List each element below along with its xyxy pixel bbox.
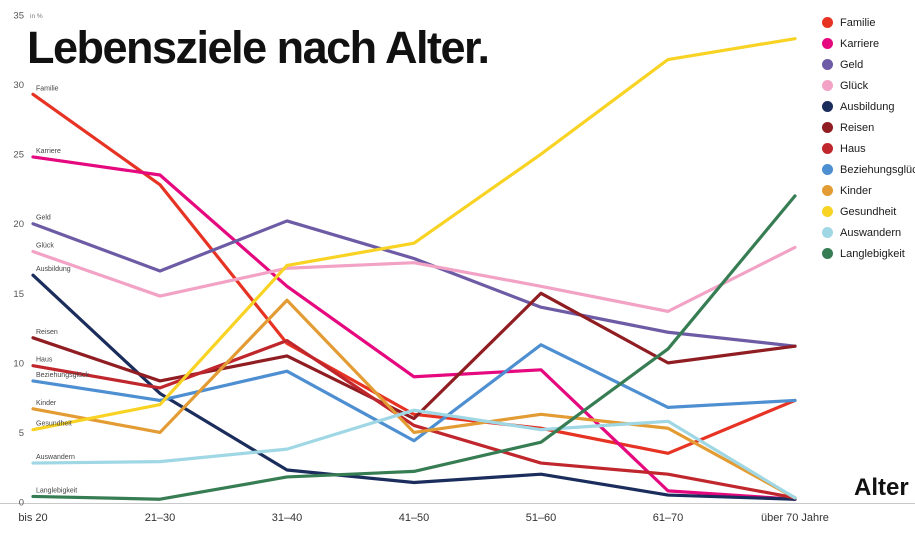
series-line-Beziehungsglück	[31, 343, 797, 443]
legend-label: Karriere	[840, 37, 880, 50]
series-start-label-Haus: Haus	[36, 357, 53, 364]
legend-color-dot	[822, 38, 833, 49]
legend-item-Langlebigkeit: Langlebigkeit	[822, 247, 915, 260]
x-axis-title: Alter	[854, 474, 909, 501]
legend-item-Karriere: Karriere	[822, 37, 915, 50]
legend-label: Beziehungsglück	[840, 163, 915, 176]
legend-item-Gesundheit: Gesundheit	[822, 205, 915, 218]
legend-item-Geld: Geld	[822, 58, 915, 71]
legend-color-dot	[822, 206, 833, 217]
x-tick-label: bis 20	[18, 512, 47, 524]
series-start-label-Ausbildung: Ausbildung	[36, 266, 71, 273]
legend-item-Glück: Glück	[822, 79, 915, 92]
series-line-Geld	[31, 219, 797, 348]
series-start-label-Auswandern: Auswandern	[36, 454, 75, 461]
legend-label: Glück	[840, 79, 869, 92]
series-line-Haus	[31, 338, 797, 500]
legend-item-Familie: Familie	[822, 16, 915, 29]
legend-color-dot	[822, 122, 833, 133]
series-line-Glück	[31, 245, 797, 313]
legend-label: Ausbildung	[840, 100, 895, 113]
series-line-Familie	[31, 92, 797, 455]
y-tick-label: 30	[13, 80, 24, 91]
page-title: Lebensziele nach Alter.	[27, 22, 490, 73]
series-start-label-Karriere: Karriere	[36, 148, 61, 155]
x-tick-label: 61–70	[653, 512, 684, 524]
x-tick-label: 51–60	[526, 512, 557, 524]
legend: Familie Karriere Geld Glück Ausbildung Reisen…	[822, 16, 915, 260]
series-line-Gesundheit	[31, 37, 797, 432]
legend-item-Ausbildung: Ausbildung	[822, 100, 915, 113]
x-tick-label: 41–50	[399, 512, 430, 524]
series-start-label-Reisen: Reisen	[36, 329, 58, 336]
legend-item-Auswandern: Auswandern	[822, 226, 915, 239]
legend-item-Haus: Haus	[822, 142, 915, 155]
series-line-Ausbildung	[31, 273, 797, 501]
legend-color-dot	[822, 143, 833, 154]
y-axis-unit-label: in %	[30, 13, 43, 20]
legend-color-dot	[822, 101, 833, 112]
legend-label: Gesundheit	[840, 205, 897, 218]
legend-color-dot	[822, 164, 833, 175]
legend-item-Kinder: Kinder	[822, 184, 915, 197]
legend-label: Reisen	[840, 121, 875, 134]
series-start-label-Glück: Glück	[36, 243, 54, 250]
legend-color-dot	[822, 80, 833, 91]
series-line-Reisen	[31, 291, 797, 421]
legend-color-dot	[822, 185, 833, 196]
series-line-Kinder	[31, 298, 797, 500]
series-start-label-Beziehungsglück: Beziehungsglück	[36, 372, 89, 379]
series-line-Auswandern	[31, 408, 797, 500]
legend-label: Haus	[840, 142, 866, 155]
y-tick-label: 15	[13, 289, 24, 300]
x-tick-label: über 70 Jahre	[761, 512, 829, 524]
series-start-label-Gesundheit: Gesundheit	[36, 421, 72, 428]
series-start-label-Kinder: Kinder	[36, 400, 57, 407]
legend-label: Familie	[840, 16, 876, 29]
series-start-label-Langlebigkeit: Langlebigkeit	[36, 487, 77, 494]
y-tick-label: 0	[19, 498, 24, 509]
legend-item-Reisen: Reisen	[822, 121, 915, 134]
legend-color-dot	[822, 59, 833, 70]
y-tick-label: 10	[13, 358, 24, 369]
legend-item-Beziehungsglück: Beziehungsglück	[822, 163, 915, 176]
legend-color-dot	[822, 17, 833, 28]
legend-color-dot	[822, 227, 833, 238]
y-tick-label: 35	[13, 11, 24, 22]
series-start-label-Familie: Familie	[36, 85, 59, 92]
legend-label: Auswandern	[840, 226, 902, 239]
y-tick-label: 5	[19, 428, 24, 439]
y-tick-label: 25	[13, 150, 24, 161]
series-start-label-Geld: Geld	[36, 215, 51, 222]
x-tick-label: 21–30	[145, 512, 176, 524]
legend-label: Kinder	[840, 184, 872, 197]
x-tick-label: 31–40	[272, 512, 303, 524]
y-tick-label: 20	[13, 219, 24, 230]
series-line-Langlebigkeit	[31, 194, 797, 501]
series-line-Karriere	[31, 155, 797, 501]
legend-color-dot	[822, 248, 833, 259]
legend-label: Geld	[840, 58, 864, 71]
legend-label: Langlebigkeit	[840, 247, 905, 260]
